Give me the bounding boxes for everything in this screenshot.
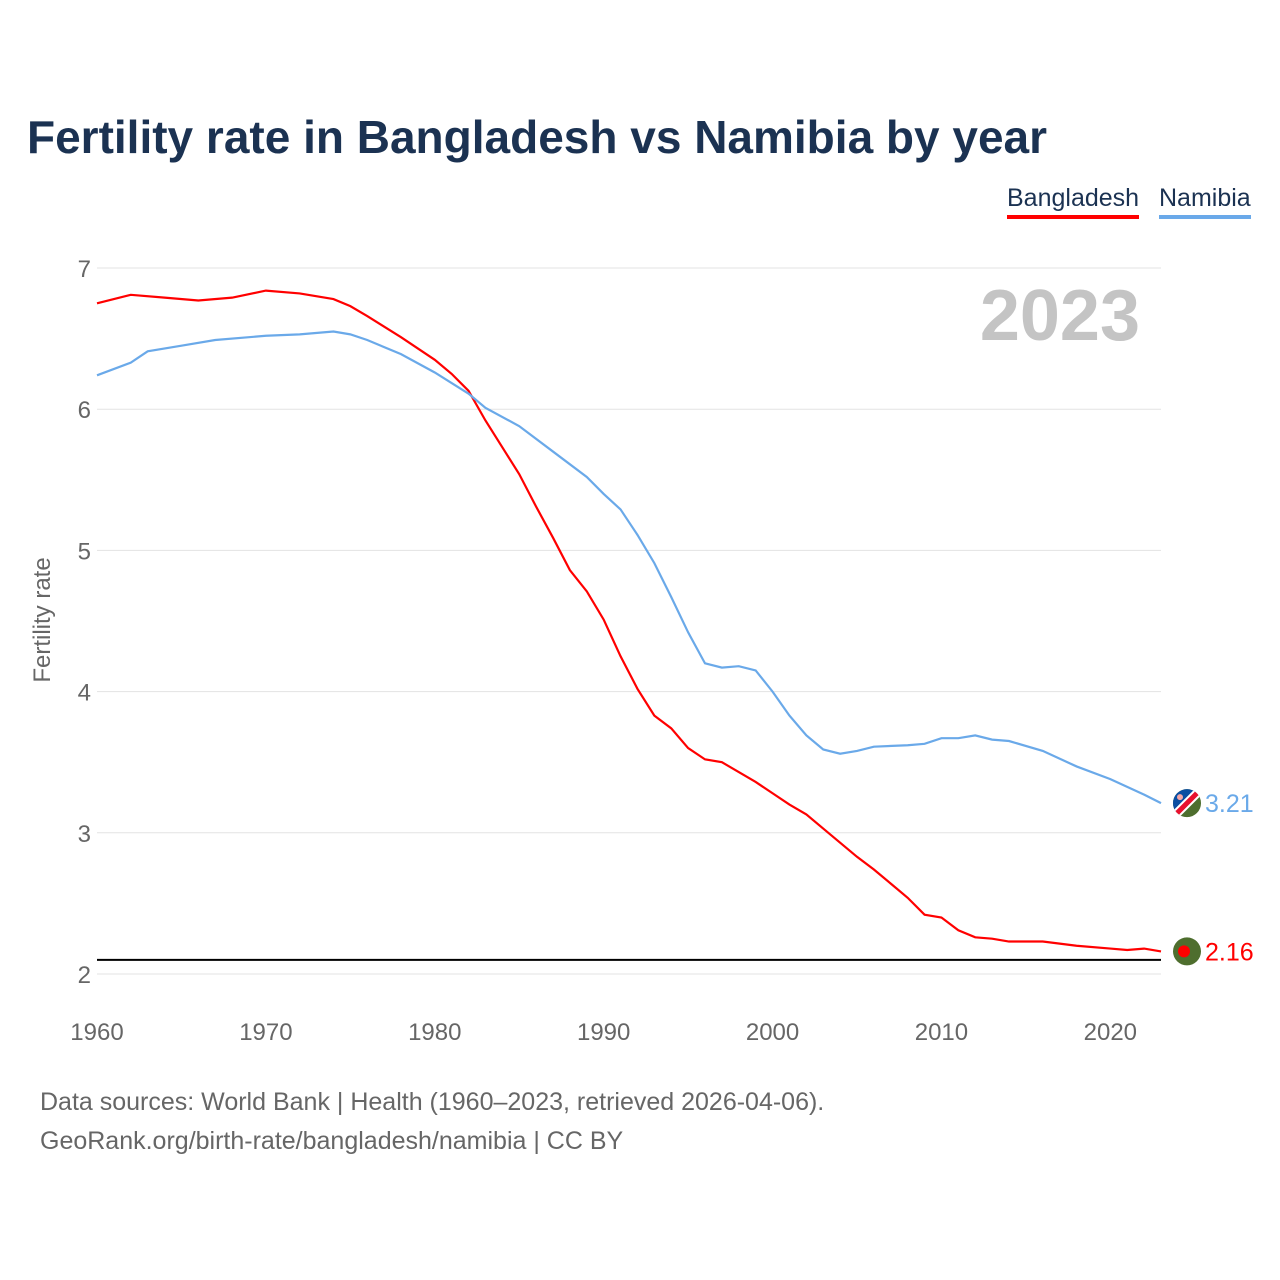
end-value-label-namibia: 3.21 — [1205, 790, 1254, 818]
flag-sun — [1177, 794, 1183, 801]
x-tick-label: 2000 — [746, 1019, 799, 1046]
y-tick-label: 7 — [78, 256, 91, 283]
year-label: 2023 — [980, 276, 1140, 356]
flag-disc — [1178, 945, 1190, 958]
x-tick-label: 2020 — [1084, 1019, 1137, 1046]
y-axis-label: Fertility rate — [29, 557, 56, 682]
x-tick-label: 1970 — [239, 1019, 292, 1046]
series-line-namibia — [96, 330, 1162, 805]
y-tick-label: 6 — [78, 397, 91, 424]
y-tick-label: 2 — [78, 962, 91, 989]
series-line-bangladesh — [96, 289, 1162, 953]
x-tick-label: 1990 — [577, 1019, 630, 1046]
chart-title: Fertility rate in Bangladesh vs Namibia … — [27, 111, 1048, 163]
bangladesh-flag-icon — [1173, 937, 1201, 966]
legend-bangladesh[interactable]: Bangladesh — [1007, 184, 1140, 219]
flag-body — [1173, 789, 1201, 818]
x-tick-label: 1960 — [70, 1019, 123, 1046]
y-tick-label: 4 — [78, 680, 91, 707]
y-tick-label: 5 — [78, 538, 91, 565]
x-tick-label: 1980 — [408, 1019, 461, 1046]
footer-link[interactable]: GeoRank.org/birth-rate/bangladesh/namibi… — [40, 1127, 624, 1155]
x-tick-label: 2010 — [915, 1019, 968, 1046]
footer-sources: Data sources: World Bank | Health (1960–… — [40, 1088, 825, 1116]
legend-namibia[interactable]: Namibia — [1159, 184, 1251, 219]
end-value-label-bangladesh: 2.16 — [1205, 938, 1254, 966]
namibia-flag-icon — [1173, 789, 1201, 818]
y-tick-label: 3 — [78, 821, 91, 848]
